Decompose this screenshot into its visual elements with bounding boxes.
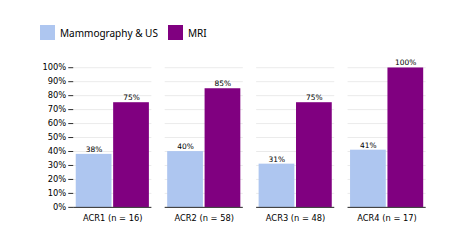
svg-text:80%: 80% bbox=[48, 90, 67, 100]
svg-text:0%: 0% bbox=[53, 202, 66, 212]
svg-text:85%: 85% bbox=[215, 79, 232, 88]
svg-text:20%: 20% bbox=[48, 174, 67, 184]
html-text:MRI: MRI bbox=[187, 25, 207, 40]
html-text:Mammography & US: Mammography & US bbox=[60, 25, 158, 40]
svg-text:70%: 70% bbox=[48, 104, 67, 114]
svg-text:ACR1 (n = 16): ACR1 (n = 16) bbox=[83, 213, 143, 223]
svg-text:75%: 75% bbox=[306, 93, 323, 102]
svg-text:38%: 38% bbox=[86, 145, 103, 154]
svg-text:40%: 40% bbox=[177, 142, 194, 151]
svg-text:90%: 90% bbox=[48, 76, 67, 86]
svg-text:ACR2 (n = 58): ACR2 (n = 58) bbox=[174, 213, 234, 223]
svg-text:100%: 100% bbox=[42, 62, 66, 72]
svg-text:31%: 31% bbox=[269, 155, 286, 164]
svg-text:10%: 10% bbox=[48, 188, 67, 198]
svg-text:75%: 75% bbox=[123, 93, 140, 102]
svg-text:ACR3 (n = 48): ACR3 (n = 48) bbox=[266, 213, 326, 223]
svg-text:100%: 100% bbox=[395, 58, 416, 67]
svg-text:ACR4 (n = 17): ACR4 (n = 17) bbox=[357, 213, 417, 223]
svg-text:40%: 40% bbox=[48, 146, 67, 156]
svg-text:30%: 30% bbox=[48, 160, 67, 170]
svg-text:41%: 41% bbox=[360, 141, 377, 150]
svg-text:60%: 60% bbox=[48, 118, 67, 128]
svg-text:50%: 50% bbox=[48, 132, 67, 142]
